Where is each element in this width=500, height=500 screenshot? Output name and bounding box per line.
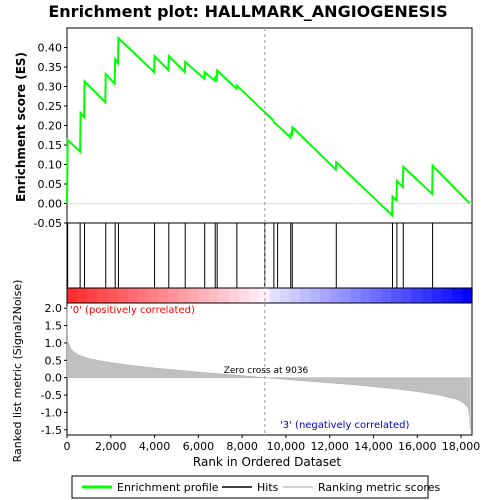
es-y-tick-label: 0.15 xyxy=(38,139,63,152)
rank-color-segment xyxy=(299,288,311,303)
rank-color-segment xyxy=(330,288,341,303)
metric-y-tick-label: 2.0 xyxy=(45,302,63,315)
rank-color-segment xyxy=(259,288,271,303)
legend-metric-label: Ranking metric scores xyxy=(318,481,440,494)
rank-color-segment xyxy=(239,288,250,303)
metric-panel: -1.5 -1.0 -0.5 0.0 0.5 1.0 1.5 2.0 0 2,000 4,000 6,… xyxy=(41,28,481,453)
rank-color-segment xyxy=(188,288,200,303)
es-y-tick-label: -0.05 xyxy=(34,217,62,230)
es-y-axis-label: Enrichment score (ES) xyxy=(14,52,28,202)
x-tick-label: 16,000 xyxy=(398,440,437,453)
es-y-tick-label: 0.10 xyxy=(38,159,63,172)
x-tick-label: 2,000 xyxy=(95,440,127,453)
x-axis-label: Rank in Ordered Dataset xyxy=(193,455,341,469)
rank-color-segment xyxy=(441,288,453,303)
metric-y-tick-label: 1.0 xyxy=(45,337,63,350)
es-y-tick-label: 0.05 xyxy=(38,178,63,191)
metric-y-axis-label: Ranked list metric (Signal2Noise) xyxy=(11,280,24,463)
rank-color-segment xyxy=(158,288,169,303)
rank-color-segment xyxy=(97,288,109,303)
x-tick-label: 12,000 xyxy=(310,440,349,453)
x-tick-label: 6,000 xyxy=(183,440,215,453)
x-tick-label: 14,000 xyxy=(354,440,393,453)
rank-color-segment xyxy=(431,288,443,303)
zero-cross-label: Zero cross at 9036 xyxy=(224,366,309,376)
rank-color-segment xyxy=(360,288,372,303)
es-y-tick-label: 0.25 xyxy=(38,100,63,113)
rank-color-segment xyxy=(249,288,260,303)
rank-color-segment xyxy=(340,288,352,303)
es-y-tick-label: 0.00 xyxy=(38,198,63,211)
metric-y-tick-label: -0.5 xyxy=(41,389,62,402)
rank-color-segment xyxy=(461,288,473,303)
rank-color-segment xyxy=(421,288,433,303)
enrichment-profile-line xyxy=(66,35,471,218)
metric-y-tick-label: 0.0 xyxy=(45,372,63,385)
rank-color-segment xyxy=(350,288,362,303)
rank-color-segment xyxy=(229,288,240,303)
legend-enrichment-label: Enrichment profile xyxy=(117,481,219,494)
es-y-tick-label: 0.30 xyxy=(38,81,63,94)
positive-correlation-label: '0' (positively correlated) xyxy=(70,305,195,316)
ranking-metric-area xyxy=(66,306,471,430)
rank-color-segment xyxy=(279,288,291,303)
rank-color-segment xyxy=(77,288,88,303)
rank-color-segment xyxy=(370,288,382,303)
rank-color-segment xyxy=(289,288,301,303)
rank-color-segment xyxy=(391,288,402,303)
hits-panel xyxy=(66,222,473,304)
rank-color-segment xyxy=(178,288,190,303)
rank-color-segment xyxy=(218,288,230,303)
rank-color-segment xyxy=(411,288,422,303)
legend-hits-label: Hits xyxy=(257,481,279,494)
es-plot-area xyxy=(66,27,473,224)
es-y-tick-label: 0.35 xyxy=(38,61,63,74)
rank-color-segment xyxy=(127,288,139,303)
rank-color-segment xyxy=(168,288,179,303)
metric-y-tick-label: 1.5 xyxy=(45,320,63,333)
es-y-tick-label: 0.40 xyxy=(38,42,63,55)
metric-y-tick-label: 0.5 xyxy=(45,354,63,367)
rank-color-segment xyxy=(87,288,98,303)
metric-y-tick-label: -1.5 xyxy=(41,424,62,437)
es-panel: -0.05 0.00 0.05 0.10 0.15 0.20 0.25 0.30 0.35 0.4… xyxy=(34,27,473,230)
x-tick-label: 4,000 xyxy=(139,440,171,453)
hits-plot-area xyxy=(66,222,473,289)
negative-correlation-label: '3' (negatively correlated) xyxy=(280,420,409,431)
rank-color-segment xyxy=(320,288,331,303)
rank-color-segment xyxy=(198,288,210,303)
x-tick-label: 0 xyxy=(64,440,71,453)
rank-color-segment xyxy=(310,288,321,303)
rank-color-segment xyxy=(137,288,149,303)
rank-color-segment xyxy=(401,288,412,303)
rank-color-segment xyxy=(67,288,78,303)
legend: Enrichment profile Hits Ranking metric s… xyxy=(71,475,440,499)
chart-title: Enrichment plot: HALLMARK_ANGIOGENESIS xyxy=(48,2,447,21)
rank-color-segment xyxy=(107,288,119,303)
rank-color-segment xyxy=(451,288,463,303)
metric-y-tick-label: -1.0 xyxy=(41,406,62,419)
rank-color-segment xyxy=(148,288,159,303)
rank-color-segment xyxy=(380,288,392,303)
rank-color-segment xyxy=(269,288,281,303)
rank-color-segment xyxy=(208,288,220,303)
x-tick-label: 8,000 xyxy=(226,440,258,453)
x-tick-label: 10,000 xyxy=(267,440,306,453)
es-y-tick-label: 0.20 xyxy=(38,120,63,133)
x-tick-label: 18,000 xyxy=(442,440,481,453)
rank-color-segment xyxy=(117,288,129,303)
